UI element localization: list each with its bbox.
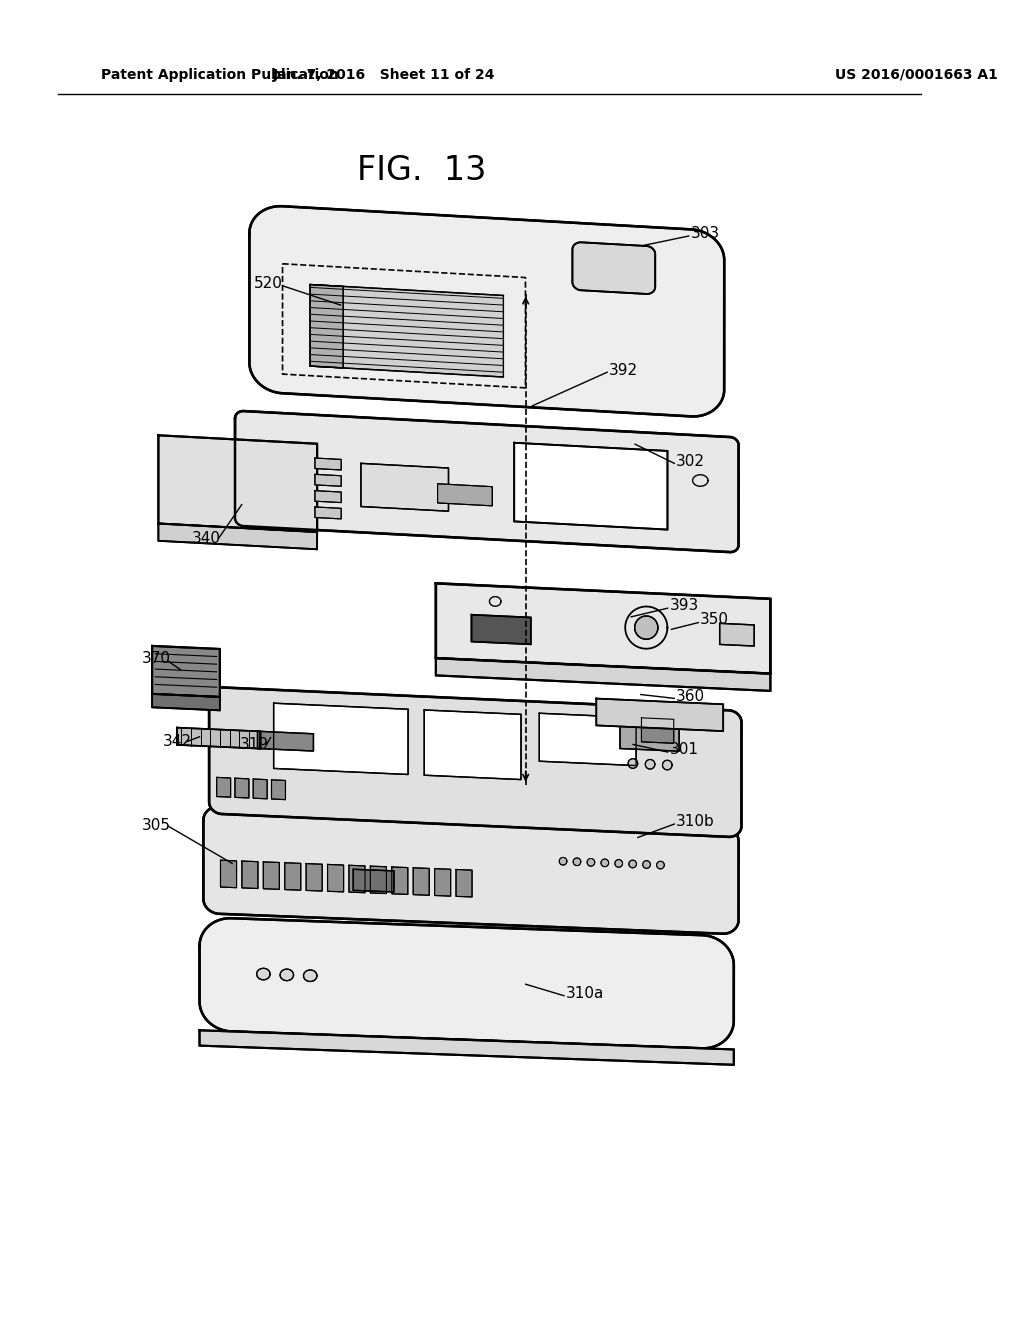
Polygon shape: [257, 731, 313, 751]
Polygon shape: [596, 698, 723, 731]
Polygon shape: [315, 491, 341, 503]
Polygon shape: [315, 507, 341, 519]
Polygon shape: [371, 866, 386, 894]
Polygon shape: [250, 206, 724, 416]
Text: 393: 393: [670, 598, 698, 612]
Polygon shape: [572, 243, 655, 294]
Polygon shape: [153, 694, 220, 710]
Text: 342: 342: [163, 734, 193, 748]
Polygon shape: [628, 759, 638, 768]
Polygon shape: [635, 616, 657, 639]
Polygon shape: [471, 615, 530, 644]
Polygon shape: [392, 867, 408, 895]
Polygon shape: [200, 1031, 734, 1065]
Polygon shape: [643, 861, 650, 869]
Polygon shape: [656, 861, 665, 869]
Polygon shape: [353, 870, 394, 892]
Polygon shape: [641, 718, 674, 743]
Text: 350: 350: [700, 612, 729, 627]
Polygon shape: [242, 861, 258, 888]
Polygon shape: [434, 869, 451, 896]
Polygon shape: [540, 713, 636, 766]
Polygon shape: [281, 969, 294, 981]
Polygon shape: [177, 727, 261, 748]
Text: 305: 305: [142, 818, 171, 833]
Text: 520: 520: [254, 276, 283, 292]
Polygon shape: [310, 285, 504, 378]
Polygon shape: [587, 858, 595, 866]
Polygon shape: [263, 862, 280, 890]
Text: 303: 303: [690, 226, 720, 240]
Polygon shape: [159, 524, 317, 549]
Polygon shape: [349, 866, 365, 892]
Text: 360: 360: [676, 689, 706, 704]
Polygon shape: [236, 411, 738, 552]
Polygon shape: [424, 710, 521, 780]
Text: Patent Application Publication: Patent Application Publication: [100, 67, 339, 82]
Polygon shape: [413, 867, 429, 895]
Polygon shape: [271, 780, 286, 800]
Polygon shape: [620, 711, 679, 751]
Text: 370: 370: [142, 651, 171, 665]
Polygon shape: [436, 659, 770, 690]
Polygon shape: [614, 859, 623, 867]
Polygon shape: [629, 861, 637, 867]
Text: 310a: 310a: [566, 986, 604, 1002]
Text: 392: 392: [609, 363, 638, 378]
Text: 301: 301: [670, 742, 698, 756]
Text: 302: 302: [676, 454, 706, 469]
Text: US 2016/0001663 A1: US 2016/0001663 A1: [835, 67, 997, 82]
Polygon shape: [601, 859, 608, 867]
Polygon shape: [204, 807, 738, 933]
Polygon shape: [310, 285, 343, 368]
Polygon shape: [306, 863, 323, 891]
Polygon shape: [303, 970, 317, 982]
Polygon shape: [720, 623, 755, 645]
Polygon shape: [257, 969, 270, 979]
Text: 340: 340: [191, 531, 221, 545]
Polygon shape: [559, 858, 567, 865]
Text: FIG.  13: FIG. 13: [357, 154, 486, 187]
Polygon shape: [209, 688, 741, 837]
Polygon shape: [437, 483, 493, 506]
Polygon shape: [328, 865, 344, 892]
Polygon shape: [514, 442, 668, 529]
Polygon shape: [217, 777, 230, 797]
Polygon shape: [273, 704, 409, 775]
Polygon shape: [234, 779, 249, 799]
Polygon shape: [159, 436, 317, 532]
Polygon shape: [360, 463, 449, 511]
Polygon shape: [315, 474, 341, 486]
Polygon shape: [456, 870, 472, 898]
Polygon shape: [573, 858, 581, 866]
Text: 319: 319: [240, 737, 269, 752]
Polygon shape: [663, 760, 672, 770]
Polygon shape: [220, 861, 237, 887]
Polygon shape: [315, 458, 341, 470]
Polygon shape: [645, 759, 655, 770]
Text: 310b: 310b: [676, 813, 715, 829]
Polygon shape: [200, 919, 734, 1048]
Polygon shape: [436, 583, 770, 673]
Text: Jan. 7, 2016   Sheet 11 of 24: Jan. 7, 2016 Sheet 11 of 24: [272, 67, 495, 82]
Polygon shape: [253, 779, 267, 799]
Polygon shape: [153, 645, 220, 697]
Polygon shape: [285, 863, 301, 890]
